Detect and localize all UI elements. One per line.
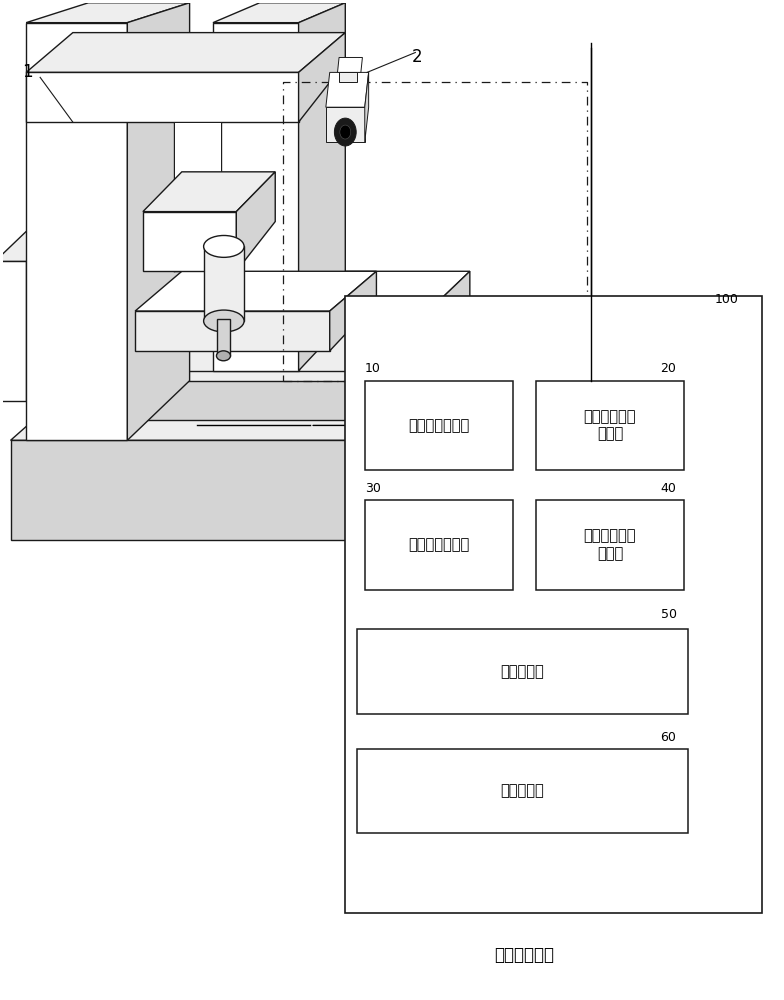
Polygon shape (213, 3, 345, 23)
Polygon shape (174, 122, 221, 271)
Bar (357, 749, 688, 833)
Polygon shape (408, 271, 470, 371)
Polygon shape (65, 311, 485, 371)
Polygon shape (236, 172, 275, 271)
Ellipse shape (204, 310, 244, 332)
Polygon shape (127, 3, 190, 440)
Text: 30: 30 (365, 482, 380, 495)
Polygon shape (143, 212, 236, 271)
Polygon shape (330, 271, 376, 351)
Text: 图像显示装置: 图像显示装置 (495, 946, 554, 964)
Bar (536, 500, 684, 589)
Polygon shape (26, 23, 127, 440)
Polygon shape (26, 72, 299, 122)
Polygon shape (447, 351, 548, 540)
Text: 50: 50 (661, 608, 677, 621)
Polygon shape (337, 57, 362, 72)
Polygon shape (217, 319, 230, 356)
Polygon shape (326, 72, 368, 107)
Text: 温度分布图像
生成部: 温度分布图像 生成部 (584, 529, 636, 561)
Polygon shape (81, 331, 408, 371)
Polygon shape (299, 33, 345, 122)
Polygon shape (135, 271, 376, 311)
Polygon shape (365, 72, 368, 142)
Text: 图像显示部: 图像显示部 (500, 783, 544, 798)
Text: 模拟动画生成部: 模拟动画生成部 (408, 537, 470, 552)
Ellipse shape (216, 351, 230, 361)
Polygon shape (10, 351, 548, 440)
Polygon shape (392, 291, 439, 381)
Polygon shape (326, 107, 365, 142)
Bar (365, 500, 513, 589)
Polygon shape (26, 3, 190, 23)
Polygon shape (204, 246, 244, 321)
Text: 10: 10 (365, 362, 380, 375)
Bar (536, 381, 684, 470)
Bar (357, 629, 688, 714)
Polygon shape (143, 172, 275, 212)
Polygon shape (213, 23, 299, 371)
Text: 60: 60 (661, 731, 677, 744)
Text: 40: 40 (661, 482, 677, 495)
Text: 100: 100 (714, 293, 739, 306)
Bar (345, 296, 762, 913)
Circle shape (335, 118, 356, 146)
Polygon shape (135, 311, 330, 351)
Polygon shape (65, 371, 431, 420)
Ellipse shape (204, 235, 244, 257)
Text: 温度分布数据
输入部: 温度分布数据 输入部 (584, 409, 636, 442)
Text: 2: 2 (412, 48, 422, 66)
Text: 20: 20 (661, 362, 677, 375)
Bar (365, 381, 513, 470)
Polygon shape (10, 440, 447, 540)
Text: 图像合成部: 图像合成部 (500, 664, 544, 679)
Circle shape (339, 125, 350, 139)
Polygon shape (0, 232, 57, 261)
Text: 加工信息输入部: 加工信息输入部 (408, 418, 470, 433)
Polygon shape (0, 261, 26, 401)
Polygon shape (339, 72, 357, 82)
Polygon shape (26, 33, 345, 72)
Polygon shape (96, 291, 439, 341)
Polygon shape (96, 341, 392, 381)
Polygon shape (81, 271, 470, 331)
Polygon shape (299, 3, 345, 371)
Text: 1: 1 (22, 63, 33, 81)
Polygon shape (431, 311, 485, 420)
